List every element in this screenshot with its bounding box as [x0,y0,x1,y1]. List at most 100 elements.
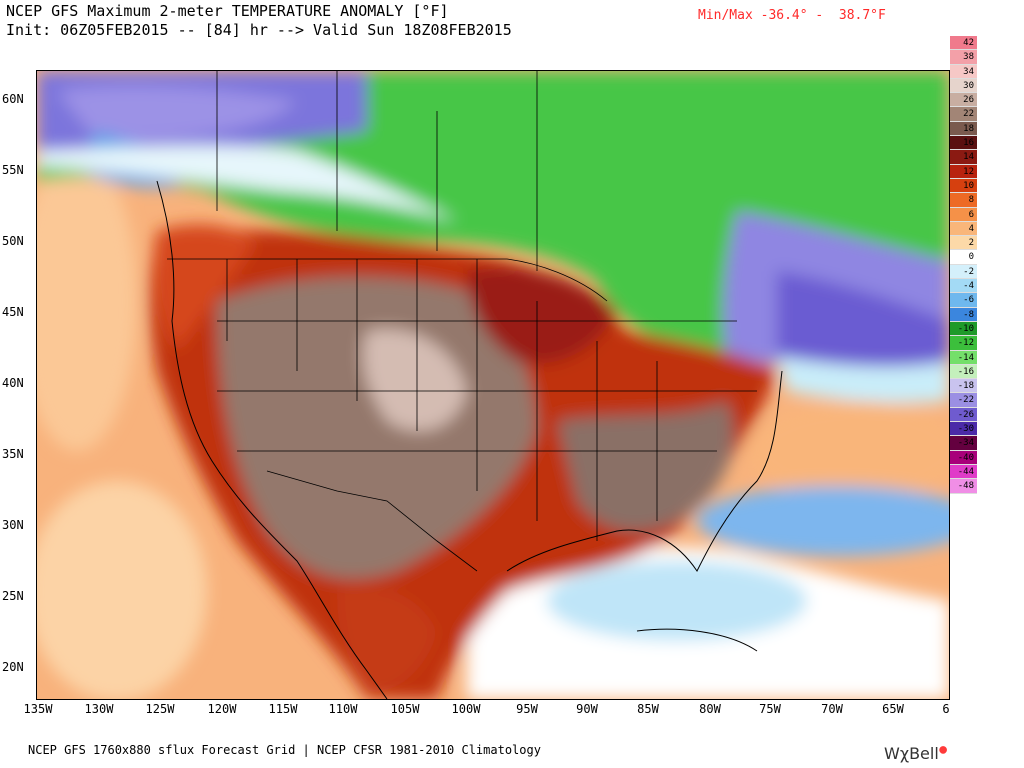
map-title: NCEP GFS Maximum 2-meter TEMPERATURE ANO… [6,2,449,20]
atlantic-warm-field [747,401,949,501]
brand-name: WχBell [884,744,939,763]
lon-label: 65W [882,702,904,716]
minmax-readout: Min/Max -36.4° - 38.7°F [698,8,886,23]
lat-label: 45N [2,305,24,319]
map-title-block: NCEP GFS Maximum 2-meter TEMPERATURE ANO… [6,2,512,40]
legend-label: -6 [963,295,974,306]
legend-label: -12 [957,338,974,349]
lon-label: 100W [451,702,481,716]
legend-label: 34 [963,66,974,77]
state-borders [226,259,658,541]
brand-logo: WχBell● [884,744,948,763]
legend-label: -14 [957,352,974,363]
lon-label: 70W [821,702,843,716]
lat-label: 55N [2,163,24,177]
legend-swatch: -2 [950,264,977,280]
legend-swatch: 38 [950,50,977,65]
data-source-footer: NCEP GFS 1760x880 sflux Forecast Grid | … [28,743,541,757]
legend-label: -26 [957,409,974,420]
legend-swatch: 22 [950,107,977,122]
brand-dot-icon: ● [938,744,948,756]
lon-label: 135W [23,702,53,716]
legend-label: -4 [963,281,974,292]
legend-label: -30 [957,424,974,435]
legend-swatch: -4 [950,279,977,294]
legend-swatch: -6 [950,293,977,308]
legend-swatch: 30 [950,78,977,94]
legend-swatch: 16 [950,136,977,151]
us-canada-border [167,258,608,302]
legend-label: 8 [968,195,974,206]
legend-swatch: -16 [950,364,977,380]
legend-swatch: 12 [950,164,977,179]
legend-label: 4 [968,223,974,234]
legend-swatch: -22 [950,393,977,408]
canada-province-borders [216,71,538,271]
legend-swatch: -26 [950,407,977,423]
midwest-dark-red-field [467,267,617,364]
lon-label: 75W [759,702,781,716]
legend-swatch: -34 [950,436,977,451]
legend-swatch: -48 [950,479,977,494]
lon-label: 125W [145,702,175,716]
pacific-light-field [37,151,137,451]
lon-label: 90W [576,702,598,716]
lon-label: 110W [328,702,358,716]
lon-label: 85W [637,702,659,716]
legend-label: -44 [957,466,974,477]
pacific-northwest-red-field [153,224,257,351]
lat-label: 35N [2,447,24,461]
yukon-lilac-field [57,85,297,141]
legend-swatch: 6 [950,207,977,222]
legend-swatch: 18 [950,121,977,137]
legend-label: -48 [957,481,974,492]
legend-label: 10 [963,180,974,191]
lat-label: 30N [2,518,24,532]
cuba-outline [636,628,758,652]
legend-label: 22 [963,109,974,120]
us-mexico-border [266,470,478,572]
legend-swatch: -18 [950,379,977,394]
legend-label: 6 [968,209,974,220]
legend-swatch: 0 [950,250,977,265]
atlantic-pale-band [777,356,949,403]
legend-label: -18 [957,381,974,392]
legend-label: 2 [968,238,974,249]
lon-label: 120W [207,702,237,716]
map-canvas [37,71,949,699]
legend-label: 30 [963,80,974,91]
legend-swatch: -40 [950,450,977,465]
legend-swatch: 4 [950,221,977,237]
atlantic-cool-band [697,486,949,556]
legend-swatch: 26 [950,93,977,108]
lon-label: 80W [699,702,721,716]
lat-label: 25N [2,589,24,603]
legend-label: 38 [963,52,974,63]
legend-label: 26 [963,95,974,106]
legend-label: -22 [957,395,974,406]
lon-label: 95W [516,702,538,716]
legend-swatch: -44 [950,464,977,480]
legend-label: -34 [957,438,974,449]
legend-swatch: -8 [950,307,977,322]
legend-swatch: 34 [950,64,977,79]
gulf-east-coastline [506,370,783,572]
pacific-south-field [37,481,207,699]
legend-label: 42 [963,38,974,48]
southeast-brown-field [557,401,734,532]
legend-swatch: -12 [950,336,977,351]
legend-label: 18 [963,123,974,134]
legend-label: 16 [963,138,974,149]
legend-swatch: -14 [950,350,977,365]
coastlines [156,180,783,699]
legend-swatch: -30 [950,422,977,437]
legend-label: -40 [957,452,974,463]
init-valid-line: Init: 06Z05FEB2015 -- [84] hr --> Valid … [6,21,512,39]
legend-label: 0 [968,252,974,263]
prairies-neutral-band [37,145,457,221]
legend-label: -10 [957,323,974,334]
lat-label: 50N [2,234,24,248]
legend-swatch: -10 [950,321,977,337]
legend-swatch: 2 [950,236,977,251]
caribbean-cool-field [547,561,807,641]
